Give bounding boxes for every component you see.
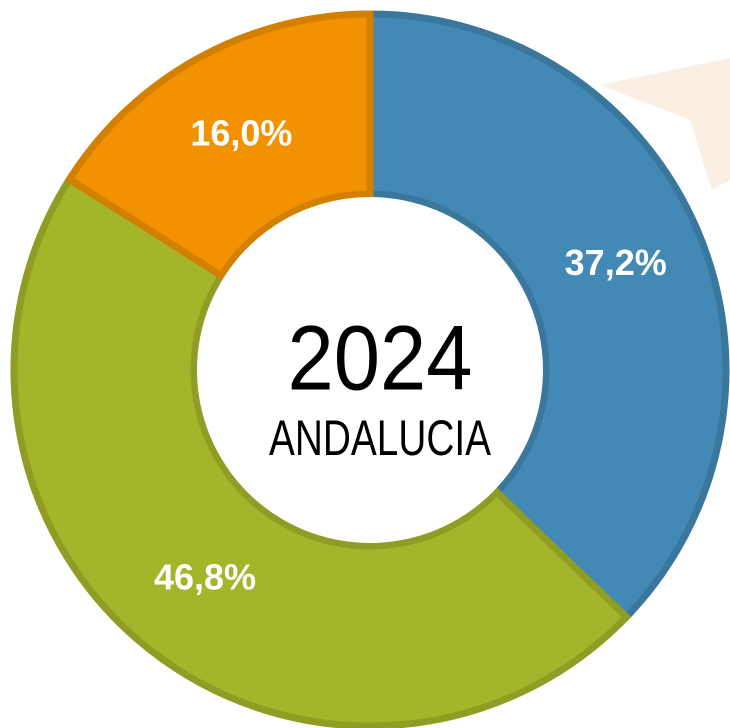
center-title: 2024: [288, 307, 473, 409]
donut-slice: [64, 10, 374, 281]
data-label: 46,8%: [154, 556, 256, 597]
background-shape: [600, 58, 730, 190]
data-label: 16,0%: [190, 113, 292, 154]
donut-slice: [10, 174, 632, 728]
data-label: 37,2%: [565, 242, 667, 283]
slices: [10, 10, 730, 728]
donut-hole: [197, 197, 543, 543]
donut-slice: [366, 10, 730, 622]
center-subtitle: ANDALUCIA: [269, 410, 491, 466]
